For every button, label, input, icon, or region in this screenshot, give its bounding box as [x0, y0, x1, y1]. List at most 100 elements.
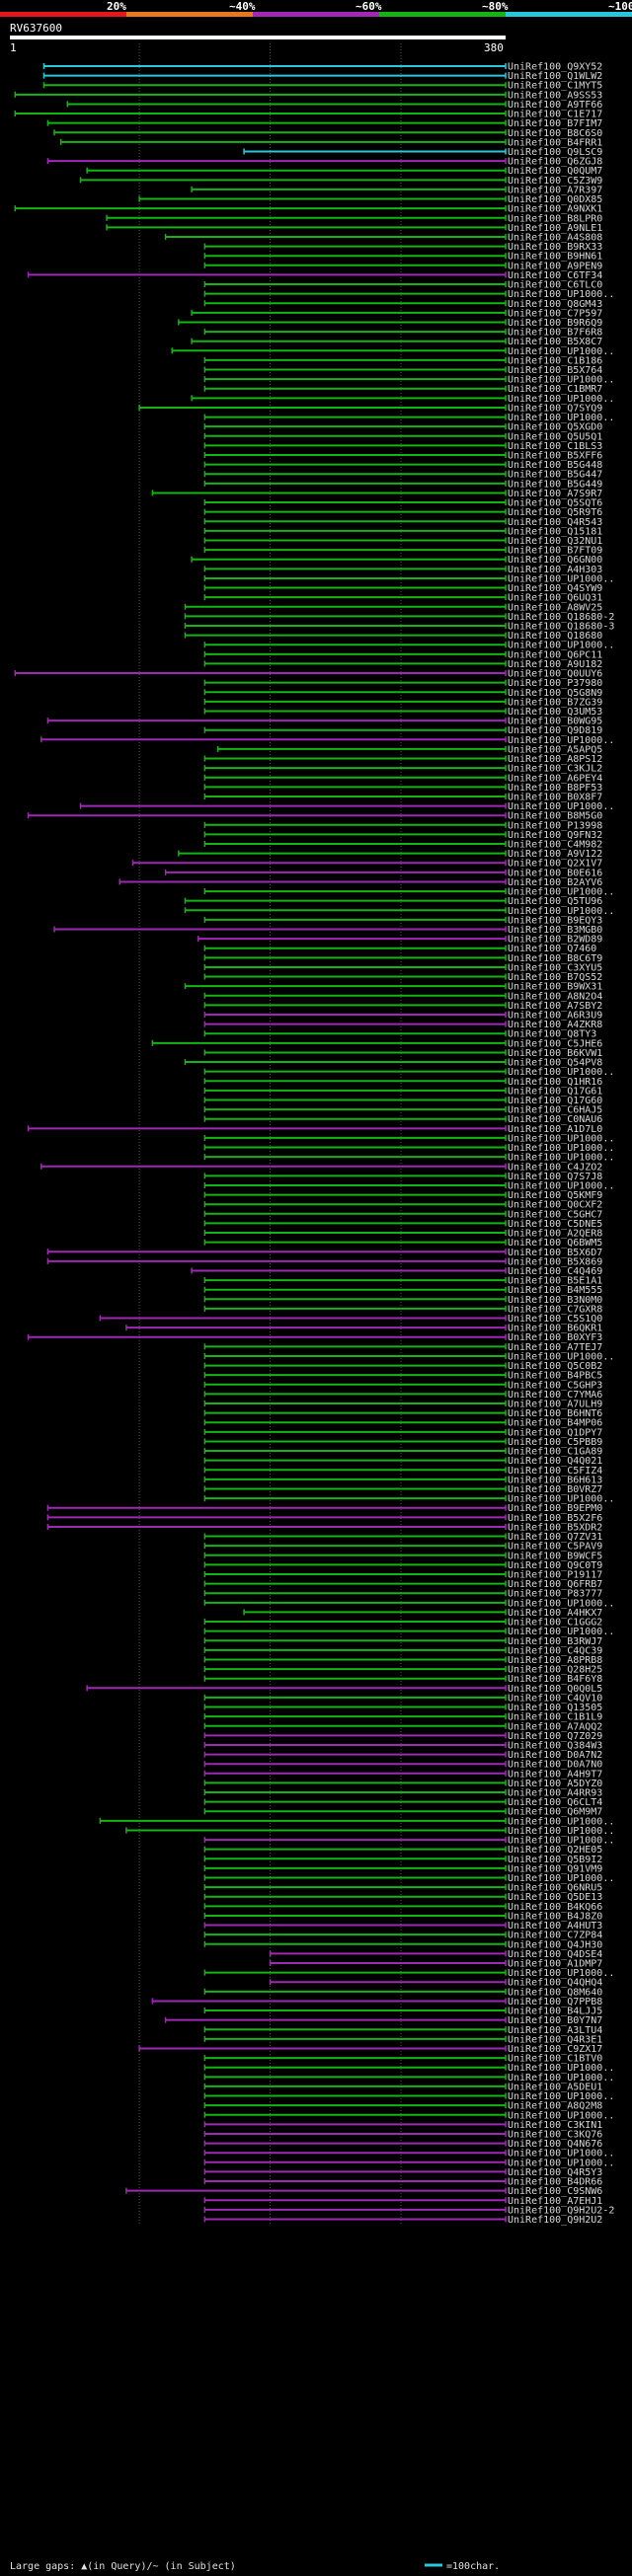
hit-row[interactable]: UniRef100_B3N0M0 [203, 1295, 602, 1306]
hit-row[interactable]: UniRef100_Q3UM53 [203, 707, 602, 718]
hit-row[interactable]: UniRef100_A9V122 [178, 849, 602, 860]
hit-row[interactable]: UniRef100_A8N2O4 [203, 991, 602, 1002]
hit-row[interactable]: UniRef100_UP1000.. [40, 735, 615, 746]
hit-row[interactable]: UniRef100_C3KJL2 [203, 764, 602, 775]
hit-row[interactable]: UniRef100_C6TF34 [27, 270, 603, 281]
hit-row[interactable]: UniRef100_Q4R3E1 [203, 2034, 602, 2045]
hit-row[interactable]: UniRef100_C4JZO2 [40, 1162, 603, 1173]
hit-row[interactable]: UniRef100_Q5KMF9 [203, 1190, 602, 1201]
hit-row[interactable]: UniRef100_B4FRR1 [59, 137, 603, 148]
hit-row[interactable]: UniRef100_B4MP06 [203, 1418, 602, 1429]
hit-row[interactable]: UniRef100_B7ZG39 [203, 697, 602, 708]
hit-row[interactable]: UniRef100_Q9LSC9 [243, 147, 602, 158]
hit-row[interactable]: UniRef100_C3KIN1 [203, 2120, 602, 2131]
hit-row[interactable]: UniRef100_Q5R9T6 [203, 507, 602, 518]
hit-row[interactable]: UniRef100_B5XFF6 [203, 451, 602, 462]
hit-row[interactable]: UniRef100_C4QV10 [203, 1693, 602, 1704]
hit-row[interactable]: UniRef100_D0A7N2 [203, 1750, 602, 1761]
hit-row[interactable]: UniRef100_C7GXR8 [203, 1304, 602, 1315]
hit-row[interactable]: UniRef100_B8PF53 [203, 783, 602, 794]
hit-row[interactable]: UniRef100_A8PRB8 [203, 1655, 602, 1666]
hit-row[interactable]: UniRef100_B9WX31 [184, 982, 602, 993]
hit-row[interactable]: UniRef100_UP1000.. [203, 2091, 614, 2102]
hit-row[interactable]: UniRef100_C4Q469 [191, 1266, 602, 1277]
hit-row[interactable]: UniRef100_Q1WLW2 [42, 71, 602, 82]
hit-row[interactable]: UniRef100_C5FIZ4 [203, 1466, 602, 1477]
hit-row[interactable]: UniRef100_Q1HR16 [203, 1077, 602, 1088]
hit-row[interactable]: UniRef100_A4HKX7 [243, 1608, 602, 1619]
hit-row[interactable]: UniRef100_Q6NRU5 [203, 1883, 602, 1894]
hit-row[interactable]: UniRef100_Q17G60 [203, 1096, 602, 1106]
hit-row[interactable]: UniRef100_A4HUT3 [203, 1921, 602, 1932]
hit-row[interactable]: UniRef100_B0Y7N7 [164, 2015, 603, 2026]
hit-row[interactable]: UniRef100_Q28H25 [203, 1665, 602, 1676]
hit-row[interactable]: UniRef100_B4F6Y8 [203, 1674, 602, 1685]
hit-row[interactable]: UniRef100_UP1000.. [203, 1143, 614, 1154]
hit-row[interactable]: UniRef100_A5APQ5 [216, 744, 603, 755]
hit-row[interactable]: UniRef100_A9SS53 [14, 90, 602, 101]
hit-row[interactable]: UniRef100_B7FIM7 [46, 118, 602, 129]
hit-row[interactable]: UniRef100_Q17G61 [203, 1086, 602, 1097]
hit-row[interactable]: UniRef100_C5S1Q0 [99, 1314, 602, 1325]
hit-row[interactable]: UniRef100_C1BLS3 [203, 441, 602, 452]
hit-row[interactable]: UniRef100_Q9XY52 [42, 62, 602, 73]
hit-row[interactable]: UniRef100_Q0UUY6 [14, 669, 602, 680]
hit-row[interactable]: UniRef100_Q6UQ31 [203, 593, 602, 604]
hit-row[interactable]: UniRef100_A7EHJ1 [203, 2196, 602, 2207]
hit-row[interactable]: UniRef100_C6TLC0 [203, 280, 602, 291]
hit-row[interactable]: UniRef100_B5X8C7 [191, 337, 602, 347]
hit-row[interactable]: UniRef100_B3RWJ7 [203, 1636, 602, 1647]
hit-row[interactable]: UniRef100_D0A7N0 [203, 1760, 602, 1771]
hit-row[interactable]: UniRef100_C5DNE5 [203, 1219, 602, 1230]
hit-row[interactable]: UniRef100_B6H613 [203, 1475, 602, 1485]
hit-row[interactable]: UniRef100_UP1000.. [203, 2149, 614, 2159]
hit-row[interactable]: UniRef100_Q1DPY7 [203, 1427, 602, 1438]
hit-row[interactable]: UniRef100_A6PEY4 [203, 773, 602, 784]
hit-row[interactable]: UniRef100_A7ULH9 [203, 1400, 602, 1410]
hit-row[interactable]: UniRef100_P37980 [203, 678, 602, 689]
hit-row[interactable]: UniRef100_UP1000.. [203, 2158, 614, 2168]
hit-row[interactable]: UniRef100_Q4JH30 [203, 1939, 602, 1950]
hit-row[interactable]: UniRef100_Q0QUM7 [86, 166, 602, 177]
hit-row[interactable]: UniRef100_UP1000.. [203, 1627, 614, 1637]
hit-row[interactable]: UniRef100_UP1000.. [203, 1180, 614, 1191]
hit-row[interactable]: UniRef100_A7TEJ7 [203, 1342, 602, 1353]
hit-row[interactable]: UniRef100_B0WG95 [46, 717, 602, 727]
hit-row[interactable]: UniRef100_A9PEN9 [203, 261, 602, 271]
hit-row[interactable]: UniRef100_UP1000.. [125, 1826, 614, 1837]
hit-row[interactable]: UniRef100_UP1000.. [203, 1494, 614, 1505]
hit-row[interactable]: UniRef100_P13998 [203, 820, 602, 831]
hit-row[interactable]: UniRef100_B8M5G0 [27, 811, 603, 822]
hit-row[interactable]: UniRef100_B5G447 [203, 470, 602, 481]
hit-row[interactable]: UniRef100_C1GGG2 [203, 1618, 602, 1629]
hit-row[interactable]: UniRef100_Q5C0B2 [203, 1361, 602, 1372]
hit-row[interactable]: UniRef100_UP1000.. [203, 2063, 614, 2074]
hit-row[interactable]: UniRef100_UP1000.. [203, 573, 614, 584]
hit-row[interactable]: UniRef100_UP1000.. [79, 801, 615, 812]
hit-row[interactable]: UniRef100_C7YMA6 [203, 1390, 602, 1401]
hit-row[interactable]: UniRef100_UP1000.. [203, 1836, 614, 1847]
hit-row[interactable]: UniRef100_B5X869 [46, 1256, 602, 1267]
hit-row[interactable]: UniRef100_Q6BWM5 [203, 1238, 602, 1249]
hit-row[interactable]: UniRef100_C4M982 [203, 840, 602, 851]
hit-row[interactable]: UniRef100_Q6M9M7 [203, 1807, 602, 1818]
hit-row[interactable]: UniRef100_UP1000.. [203, 641, 614, 651]
hit-row[interactable]: UniRef100_C1B186 [203, 355, 602, 366]
hit-row[interactable]: UniRef100_Q4R543 [203, 517, 602, 528]
hit-row[interactable]: UniRef100_A4H9T7 [203, 1769, 602, 1780]
hit-row[interactable]: UniRef100_A4H303 [203, 565, 602, 575]
hit-row[interactable]: UniRef100_A5DEU1 [203, 2082, 602, 2092]
hit-row[interactable]: UniRef100_B5X764 [203, 365, 602, 376]
hit-row[interactable]: UniRef100_C9ZX17 [138, 2044, 602, 2055]
hit-row[interactable]: UniRef100_UP1000.. [203, 2110, 614, 2121]
hit-row[interactable]: UniRef100_B7F6R8 [203, 328, 602, 339]
hit-row[interactable]: UniRef100_Q9FN32 [203, 830, 602, 841]
hit-row[interactable]: UniRef100_C9SNW6 [125, 2186, 602, 2197]
hit-row[interactable]: UniRef100_C1E717 [14, 110, 602, 120]
hit-row[interactable]: UniRef100_A4ZKR8 [203, 1020, 602, 1030]
hit-row[interactable]: UniRef100_Q91VM9 [203, 1863, 602, 1874]
hit-row[interactable]: UniRef100_B6HNT6 [203, 1408, 602, 1419]
hit-row[interactable]: UniRef100_B5X2F6 [46, 1513, 602, 1524]
hit-row[interactable]: UniRef100_Q9C0T9 [203, 1560, 602, 1571]
hit-row[interactable]: UniRef100_C7P597 [191, 308, 602, 319]
